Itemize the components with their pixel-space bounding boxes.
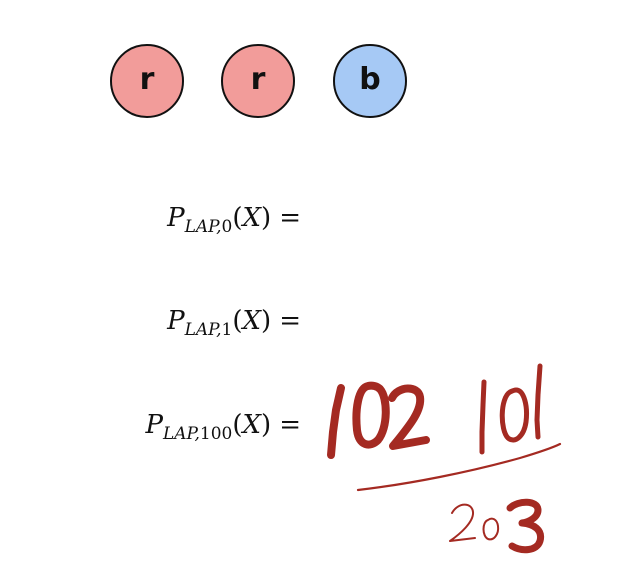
equation-lap-100: PLAP,100(X) =	[145, 412, 301, 443]
eq-subscript: LAP,1	[185, 320, 233, 340]
eq-equals: =	[279, 306, 301, 336]
equation-lap-1: PLAP,1(X) =	[167, 308, 301, 339]
eq-subscript-label: LAP,	[184, 320, 222, 340]
ball-label: r	[250, 62, 266, 97]
eq-subscript: LAP,0	[185, 217, 233, 237]
eq-close-paren: )	[261, 410, 272, 440]
eq-subscript-label: LAP,	[184, 217, 222, 237]
eq-subscript-index: 1	[221, 320, 233, 340]
eq-variable: X	[242, 203, 262, 233]
eq-open-paren: (	[232, 203, 243, 233]
eq-open-paren: (	[232, 410, 243, 440]
red-ball-1: r	[110, 44, 184, 118]
fraction-bar-ink	[356, 442, 562, 492]
eq-variable: X	[242, 410, 262, 440]
eq-equals: =	[279, 203, 301, 233]
red-ball-2: r	[221, 44, 295, 118]
eq-equals: =	[279, 410, 301, 440]
eq-subscript: LAP,100	[163, 424, 232, 444]
eq-open-paren: (	[232, 306, 243, 336]
numerator-101-ink	[479, 363, 543, 455]
eq-variable: X	[242, 306, 262, 336]
eq-subscript-index: 100	[199, 424, 233, 444]
blue-ball: b	[333, 44, 407, 118]
eq-symbol: P	[167, 203, 185, 233]
eq-close-paren: )	[261, 306, 272, 336]
eq-subscript-label: LAP,	[162, 424, 200, 444]
equation-lap-0: PLAP,0(X) =	[167, 205, 301, 236]
eq-symbol: P	[145, 410, 163, 440]
ball-label: b	[359, 62, 381, 97]
eq-subscript-index: 0	[221, 217, 233, 237]
ball-label: r	[139, 62, 155, 97]
numerator-102-ink	[327, 381, 430, 459]
eq-close-paren: )	[261, 203, 272, 233]
denominator-203-ink	[449, 498, 545, 554]
eq-symbol: P	[167, 306, 185, 336]
